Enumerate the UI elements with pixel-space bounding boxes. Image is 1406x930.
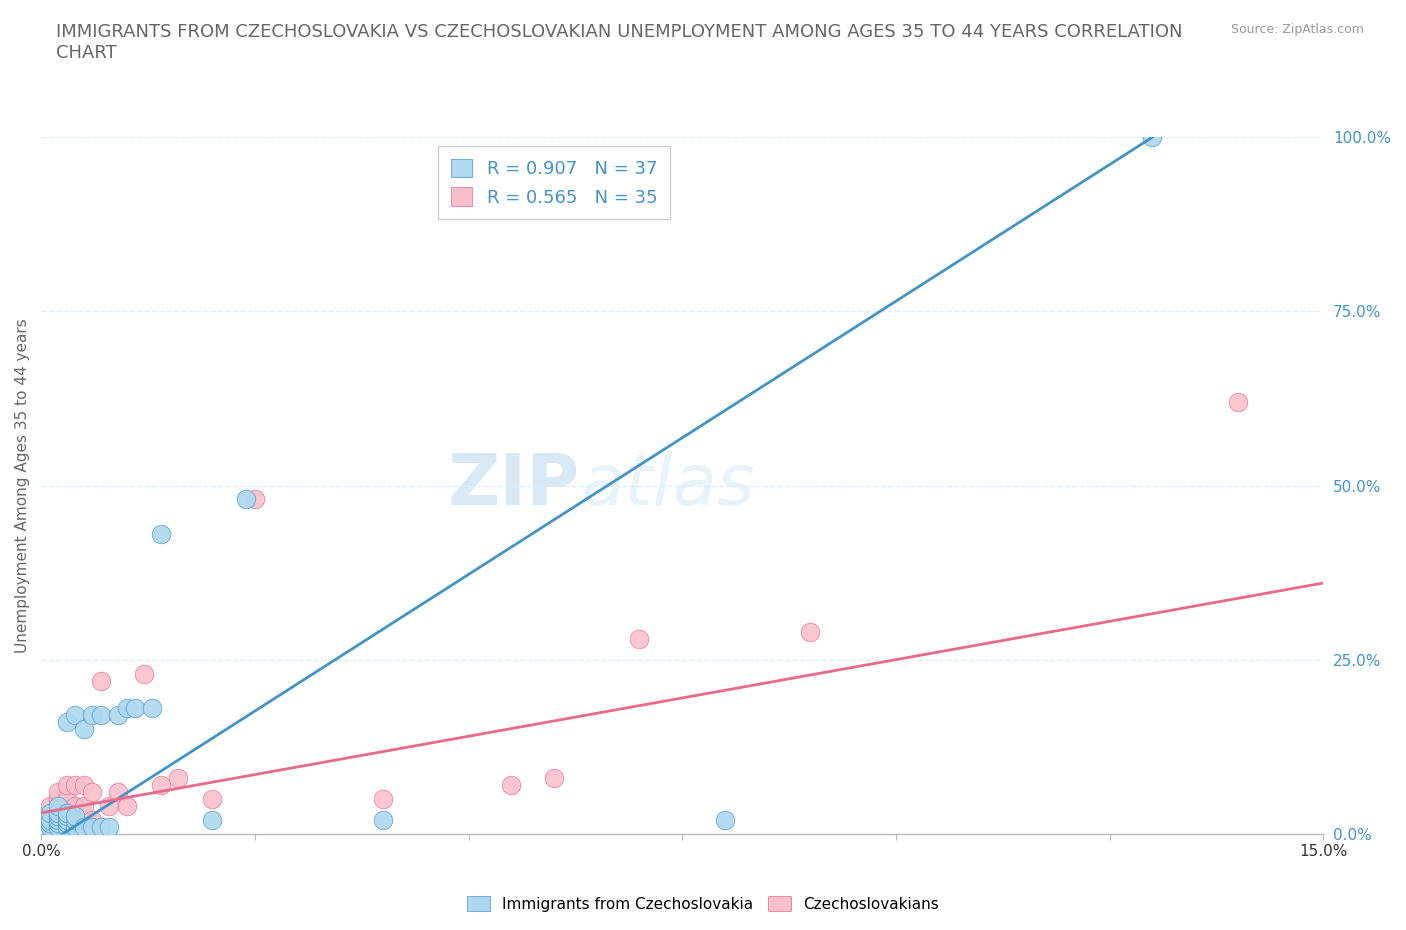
Point bbox=[38, 819, 60, 834]
Point bbox=[90, 673, 112, 688]
Point bbox=[149, 777, 172, 792]
Point bbox=[46, 813, 69, 828]
Point bbox=[82, 708, 104, 723]
Point bbox=[55, 813, 77, 828]
Point bbox=[132, 666, 155, 681]
Point bbox=[628, 631, 651, 646]
Point bbox=[371, 791, 394, 806]
Point bbox=[124, 701, 146, 716]
Point bbox=[714, 813, 737, 828]
Point bbox=[55, 816, 77, 830]
Point bbox=[73, 813, 96, 828]
Point bbox=[115, 799, 138, 814]
Point bbox=[107, 708, 129, 723]
Point bbox=[38, 813, 60, 828]
Point bbox=[73, 799, 96, 814]
Point bbox=[55, 813, 77, 828]
Point bbox=[46, 791, 69, 806]
Point bbox=[65, 813, 87, 828]
Point bbox=[90, 708, 112, 723]
Point bbox=[55, 791, 77, 806]
Point bbox=[65, 813, 87, 828]
Point bbox=[115, 701, 138, 716]
Point bbox=[141, 701, 163, 716]
Point bbox=[46, 819, 69, 834]
Point bbox=[55, 805, 77, 820]
Point bbox=[55, 819, 77, 834]
Point bbox=[65, 799, 87, 814]
Point bbox=[38, 805, 60, 820]
Point bbox=[46, 816, 69, 830]
Point bbox=[82, 785, 104, 800]
Point bbox=[46, 805, 69, 820]
Point bbox=[73, 819, 96, 834]
Point bbox=[46, 819, 69, 834]
Point bbox=[46, 809, 69, 824]
Point bbox=[38, 799, 60, 814]
Point bbox=[65, 777, 87, 792]
Point bbox=[1142, 130, 1164, 145]
Point bbox=[82, 813, 104, 828]
Text: atlas: atlas bbox=[579, 451, 754, 520]
Point bbox=[235, 492, 257, 507]
Point bbox=[65, 809, 87, 824]
Point bbox=[1226, 394, 1249, 409]
Point bbox=[46, 799, 69, 814]
Point bbox=[543, 771, 565, 786]
Point bbox=[46, 785, 69, 800]
Point bbox=[65, 708, 87, 723]
Point bbox=[149, 526, 172, 541]
Y-axis label: Unemployment Among Ages 35 to 44 years: Unemployment Among Ages 35 to 44 years bbox=[15, 318, 30, 653]
Point bbox=[371, 813, 394, 828]
Point bbox=[243, 492, 266, 507]
Point bbox=[46, 813, 69, 828]
Point bbox=[73, 722, 96, 737]
Point bbox=[201, 791, 224, 806]
Point bbox=[65, 819, 87, 834]
Point bbox=[799, 624, 821, 639]
Point bbox=[201, 813, 224, 828]
Point bbox=[98, 799, 121, 814]
Point bbox=[38, 819, 60, 834]
Text: IMMIGRANTS FROM CZECHOSLOVAKIA VS CZECHOSLOVAKIAN UNEMPLOYMENT AMONG AGES 35 TO : IMMIGRANTS FROM CZECHOSLOVAKIA VS CZECHO… bbox=[56, 23, 1182, 62]
Legend: R = 0.907   N = 37, R = 0.565   N = 35: R = 0.907 N = 37, R = 0.565 N = 35 bbox=[439, 146, 671, 219]
Point bbox=[55, 805, 77, 820]
Point bbox=[55, 809, 77, 824]
Point bbox=[55, 777, 77, 792]
Text: Source: ZipAtlas.com: Source: ZipAtlas.com bbox=[1230, 23, 1364, 36]
Point bbox=[82, 819, 104, 834]
Point bbox=[38, 816, 60, 830]
Point bbox=[46, 805, 69, 820]
Point bbox=[73, 777, 96, 792]
Legend: Immigrants from Czechoslovakia, Czechoslovakians: Immigrants from Czechoslovakia, Czechosl… bbox=[461, 889, 945, 918]
Point bbox=[107, 785, 129, 800]
Point bbox=[98, 819, 121, 834]
Point bbox=[55, 715, 77, 730]
Text: ZIP: ZIP bbox=[447, 451, 579, 520]
Point bbox=[38, 813, 60, 828]
Point bbox=[501, 777, 523, 792]
Point bbox=[167, 771, 190, 786]
Point bbox=[90, 819, 112, 834]
